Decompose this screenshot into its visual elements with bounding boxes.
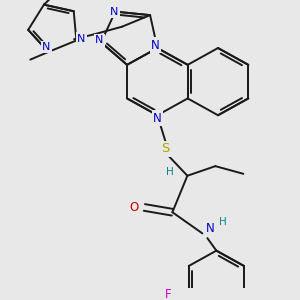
Text: N: N <box>42 42 50 52</box>
Text: N: N <box>95 35 103 45</box>
Text: N: N <box>110 7 118 16</box>
Text: H: H <box>166 167 173 177</box>
Text: O: O <box>130 201 139 214</box>
Text: F: F <box>165 288 172 300</box>
Text: H: H <box>218 217 226 227</box>
Text: N: N <box>77 34 86 44</box>
Text: N: N <box>151 39 160 52</box>
Text: N: N <box>206 222 215 235</box>
Text: N: N <box>153 112 162 124</box>
Text: S: S <box>161 142 170 155</box>
